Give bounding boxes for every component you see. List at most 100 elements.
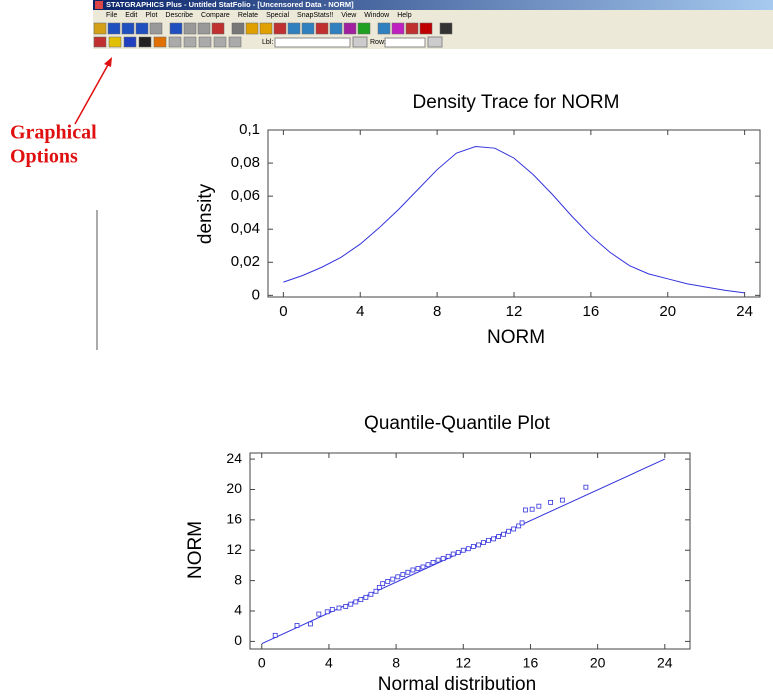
point (273, 633, 277, 637)
tool-button[interactable] (288, 23, 300, 34)
tool-button[interactable] (154, 37, 166, 47)
y-tick-label: 0 (252, 286, 260, 303)
menu-item[interactable]: Compare (201, 12, 230, 19)
menu-item[interactable]: Describe (165, 12, 193, 19)
x-tick-label: 20 (590, 655, 606, 671)
tool-button[interactable] (246, 23, 258, 34)
x-tick-label: 4 (356, 303, 364, 320)
tool-button[interactable] (94, 23, 106, 34)
tool-button[interactable] (378, 23, 390, 34)
y-tick-label: 0,06 (231, 187, 260, 204)
point (416, 566, 420, 570)
toolbar-label: Row: (370, 39, 386, 46)
tool-button[interactable] (124, 37, 136, 47)
tool-button[interactable] (214, 37, 226, 47)
x-axis-title: Normal distribution (378, 674, 536, 695)
point (330, 607, 334, 611)
menu-item[interactable]: Window (364, 12, 390, 19)
y-tick-label: 0,08 (231, 154, 260, 171)
point (466, 547, 470, 551)
point (359, 598, 363, 602)
arrow (75, 63, 109, 124)
point (471, 544, 475, 548)
point (584, 485, 588, 489)
point (386, 579, 390, 583)
annotation: Options (10, 146, 78, 168)
y-axis-title: NORM (185, 521, 206, 579)
tool-button[interactable] (212, 23, 224, 34)
menu-item[interactable]: Plot (145, 12, 157, 19)
x-tick-label: 4 (325, 655, 333, 671)
chart-title: Density Trace for NORM (413, 92, 620, 113)
point (537, 504, 541, 508)
tool-button[interactable] (229, 37, 241, 47)
point (401, 573, 405, 577)
tool-button[interactable] (406, 23, 418, 34)
tool-button[interactable] (184, 23, 196, 34)
point (441, 557, 445, 561)
menu-item[interactable]: SnapStats!! (297, 12, 333, 19)
y-tick-label: 0,02 (231, 253, 260, 270)
menu-item[interactable]: Edit (125, 12, 137, 19)
point (476, 543, 480, 547)
x-tick-label: 12 (506, 303, 523, 320)
point (486, 538, 490, 542)
point (364, 595, 368, 599)
x-tick-label: 12 (455, 655, 471, 671)
tool-button[interactable] (274, 23, 286, 34)
app-icon (95, 1, 103, 9)
y-tick-label: 20 (226, 480, 242, 496)
menu-item[interactable]: View (341, 12, 357, 19)
label-field[interactable] (275, 38, 350, 47)
point (530, 507, 534, 511)
tool-button[interactable] (109, 37, 121, 47)
tool-button[interactable] (108, 23, 120, 34)
tool-button[interactable] (122, 23, 134, 34)
x-tick-label: 0 (258, 655, 266, 671)
tool-button[interactable] (420, 23, 432, 34)
x-tick-label: 0 (279, 303, 287, 320)
point (560, 498, 564, 502)
point (411, 568, 415, 572)
point (317, 612, 321, 616)
tool-button[interactable] (440, 23, 452, 34)
y-tick-label: 4 (234, 602, 242, 618)
point (354, 600, 358, 604)
point (507, 529, 511, 533)
tool-button[interactable] (139, 37, 151, 47)
tool-button[interactable] (232, 23, 244, 34)
y-tick-label: 12 (226, 541, 242, 557)
tool-button[interactable] (94, 37, 106, 47)
tool-button[interactable] (353, 37, 367, 47)
menu-item[interactable]: Help (397, 12, 412, 19)
point (497, 535, 501, 539)
tool-button[interactable] (358, 23, 370, 34)
tool-button[interactable] (344, 23, 356, 34)
tool-button[interactable] (184, 37, 196, 47)
point (502, 532, 506, 536)
tool-button[interactable] (316, 23, 328, 34)
menu-item[interactable]: File (106, 12, 117, 19)
tool-button[interactable] (302, 23, 314, 34)
tool-button[interactable] (392, 23, 404, 34)
y-tick-label: 0,1 (239, 121, 260, 138)
tool-button[interactable] (169, 37, 181, 47)
tool-button[interactable] (136, 23, 148, 34)
point (492, 537, 496, 541)
annotation: Graphical (10, 122, 97, 144)
tool-button[interactable] (170, 23, 182, 34)
tool-button[interactable] (260, 23, 272, 34)
tool-button[interactable] (199, 37, 211, 47)
point (512, 527, 516, 531)
menu-item[interactable]: Relate (238, 12, 258, 19)
window-title: STATGRAPHICS Plus - Untitled StatFolio -… (106, 0, 354, 9)
tool-button[interactable] (428, 37, 442, 47)
tool-button[interactable] (198, 23, 210, 34)
point (381, 582, 385, 586)
point (344, 604, 348, 608)
tool-button[interactable] (150, 23, 162, 34)
menu-item[interactable]: Special (266, 12, 289, 19)
point (421, 565, 425, 569)
row-field[interactable] (385, 38, 425, 47)
tool-button[interactable] (330, 23, 342, 34)
